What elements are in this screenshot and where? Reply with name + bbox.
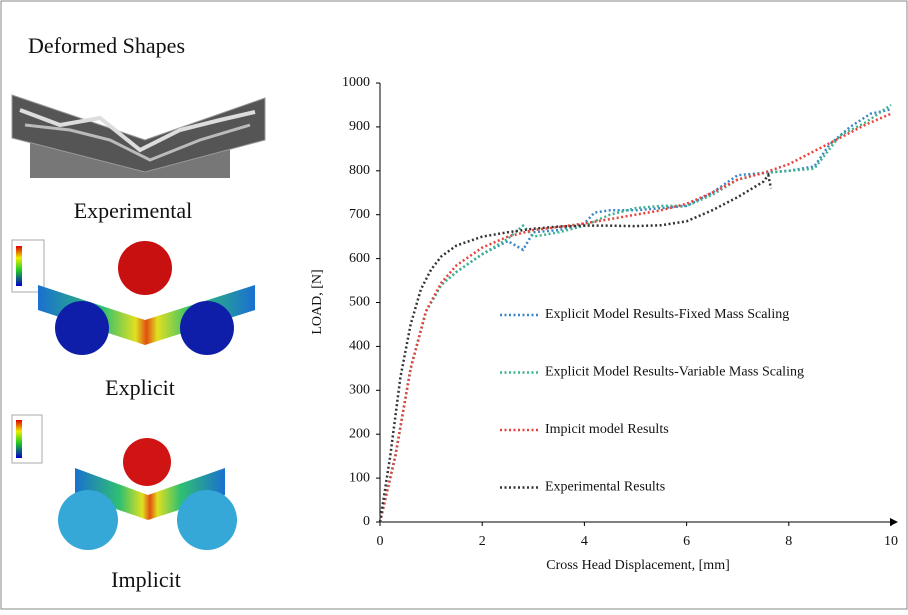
x-tick-label: 8: [785, 534, 792, 549]
x-axis-label: Cross Head Displacement, [mm]: [546, 558, 730, 573]
x-tick-label: 0: [377, 534, 384, 549]
legend-label: Explicit Model Results-Variable Mass Sca…: [545, 365, 804, 380]
legend-label: Explicit Model Results-Fixed Mass Scalin…: [545, 307, 789, 322]
panel-label: Explicit: [105, 375, 175, 400]
legend-label: Experimental Results: [545, 480, 665, 495]
y-tick-label: 100: [349, 470, 370, 485]
y-tick-label: 500: [349, 295, 370, 310]
panel-label: Experimental: [74, 198, 193, 223]
series-line: [378, 172, 773, 523]
x-tick-label: 4: [581, 534, 588, 549]
photo: [11, 94, 266, 178]
y-tick-label: 700: [349, 207, 370, 222]
y-tick-label: 800: [349, 163, 370, 178]
series-line: [378, 112, 892, 523]
y-tick-label: 300: [349, 383, 370, 398]
explicit-model: [11, 239, 255, 355]
legend-label: Impicit model Results: [545, 422, 669, 437]
x-tick-label: 6: [683, 534, 690, 549]
y-tick-label: 400: [349, 339, 370, 354]
x-tick-label: 10: [884, 534, 898, 549]
panel-title: Deformed Shapes: [28, 33, 185, 58]
series-line: [378, 103, 892, 523]
y-tick-label: 600: [349, 251, 370, 266]
y-tick-label: 0: [363, 514, 370, 529]
panel-label: Implicit: [111, 567, 181, 592]
y-axis-label: LOAD, [N]: [310, 269, 325, 334]
y-tick-label: 900: [349, 119, 370, 134]
y-tick-label: 200: [349, 426, 370, 441]
y-tick-label: 1000: [342, 75, 370, 90]
axis-arrow: [890, 518, 898, 526]
x-tick-label: 2: [479, 534, 486, 549]
implicit-model: [11, 414, 237, 550]
